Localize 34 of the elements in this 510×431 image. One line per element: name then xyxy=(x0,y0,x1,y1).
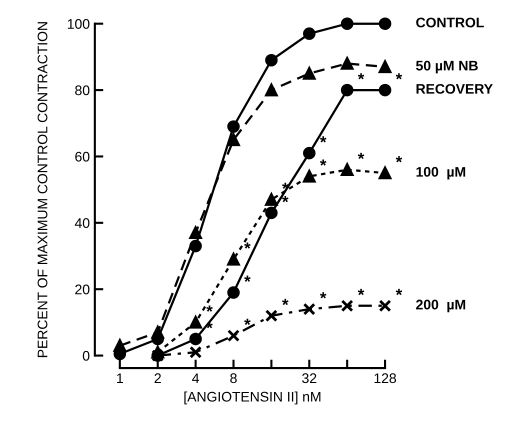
x-tick-label: 4 xyxy=(192,373,200,383)
annotation: * xyxy=(396,288,402,296)
y-tick-label: 80 xyxy=(75,85,90,96)
annotation: * xyxy=(358,73,364,80)
series-label: RECOVERY xyxy=(416,84,493,94)
y-axis-title: PERCENT OF MAXIMUM CONTROL CONTRACTION xyxy=(38,22,48,358)
annotation: * xyxy=(396,156,402,162)
y-tick-label: 20 xyxy=(75,284,90,294)
y-tick-label: 60 xyxy=(75,152,90,162)
annotation: * xyxy=(244,276,251,282)
annotation: * xyxy=(358,288,364,296)
x-tick-label: 1 xyxy=(117,373,124,383)
annotation: * xyxy=(282,298,289,306)
x-tick-label: 32 xyxy=(302,373,316,384)
series-label: CONTROL xyxy=(416,18,484,28)
annotation: * xyxy=(396,73,402,80)
x-tick-label: 2 xyxy=(154,373,161,383)
x-tick-label: 128 xyxy=(374,373,396,384)
annotation: * xyxy=(244,318,251,325)
series-label: 200 µM xyxy=(416,300,466,312)
annotation: * xyxy=(320,136,326,142)
y-tick-label: 0 xyxy=(82,350,90,361)
annotation: * xyxy=(282,196,289,202)
annotation: * xyxy=(358,152,364,160)
series-label: 50 µM NB xyxy=(416,60,478,74)
annotation: * xyxy=(244,242,251,249)
y-tick-label: 40 xyxy=(74,218,90,228)
x-tick-label: 8 xyxy=(230,373,237,384)
annotation: * xyxy=(206,306,213,312)
annotation: * xyxy=(320,292,326,298)
annotation: * xyxy=(320,159,326,166)
y-tick-label: 100 xyxy=(68,19,90,29)
x-axis-title: [ANGIOTENSIN II] nM xyxy=(184,391,320,404)
series-label: 100 µM xyxy=(416,166,466,180)
